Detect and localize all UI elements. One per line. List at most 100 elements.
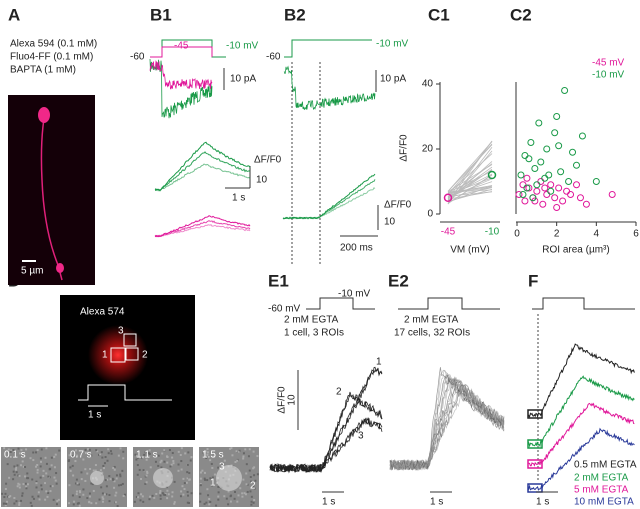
trace-label: 1	[376, 357, 382, 368]
noise	[37, 449, 39, 451]
noise	[162, 492, 164, 494]
trace	[283, 188, 375, 219]
noise	[43, 470, 45, 472]
noise	[236, 501, 238, 503]
noise	[80, 471, 82, 473]
noise	[55, 480, 57, 482]
time-scale: 1 s	[430, 497, 443, 508]
noise	[31, 505, 33, 507]
frame-time: 1.5 s	[202, 450, 224, 461]
noise	[257, 473, 259, 475]
point	[566, 179, 572, 185]
noise	[253, 474, 255, 476]
condition: 2 mM EGTA	[404, 315, 459, 326]
noise	[134, 501, 136, 503]
noise	[16, 471, 18, 473]
noise	[102, 465, 104, 467]
noise	[178, 464, 180, 466]
noise	[3, 496, 5, 498]
noise	[100, 469, 102, 471]
noise	[143, 469, 145, 471]
noise	[76, 491, 78, 493]
point	[556, 143, 562, 149]
noise	[58, 450, 60, 452]
noise	[217, 499, 219, 501]
roi-label: 2	[250, 481, 256, 492]
noise	[184, 482, 186, 484]
noise	[6, 501, 8, 503]
dye-label: Alexa 574	[80, 307, 125, 318]
noise	[181, 468, 183, 470]
x-tick-label: 4	[594, 229, 600, 240]
noise	[106, 485, 108, 487]
noise	[45, 472, 47, 474]
noise	[186, 482, 188, 484]
noise	[25, 483, 27, 485]
noise	[56, 500, 58, 502]
noise	[109, 500, 111, 502]
noise	[178, 451, 180, 453]
noise	[18, 475, 20, 477]
noise	[199, 501, 201, 503]
noise	[40, 457, 42, 459]
x-tick-label: 0	[514, 229, 520, 240]
noise	[110, 450, 112, 452]
point	[540, 201, 546, 207]
noise	[105, 456, 107, 458]
noise	[146, 475, 148, 477]
noise	[116, 474, 118, 476]
noise	[30, 457, 32, 459]
noise	[112, 467, 114, 469]
trace	[150, 61, 212, 89]
noise	[243, 452, 245, 454]
point	[562, 88, 568, 94]
noise	[163, 449, 165, 451]
noise	[241, 492, 243, 494]
legend-entry: -10 mV	[592, 70, 625, 81]
noise	[89, 493, 91, 495]
noise	[38, 491, 40, 493]
noise	[35, 451, 37, 453]
noise	[44, 499, 46, 501]
trace	[270, 418, 382, 472]
trace	[390, 385, 504, 470]
roi-label: 1	[102, 350, 108, 361]
point	[548, 188, 554, 194]
noise	[139, 499, 141, 501]
noise	[241, 496, 243, 498]
noise	[160, 461, 162, 463]
noise	[68, 484, 70, 486]
noise	[181, 485, 183, 487]
noise	[52, 485, 54, 487]
y-tick-label: 20	[422, 144, 434, 155]
noise	[117, 505, 119, 507]
noise	[163, 461, 165, 463]
noise	[158, 455, 160, 457]
time-scale: 1 s	[536, 497, 549, 508]
noise	[102, 496, 104, 498]
noise	[169, 449, 171, 451]
noise	[200, 484, 202, 486]
noise	[24, 466, 26, 468]
noise	[18, 502, 20, 504]
noise	[76, 493, 78, 495]
frames: 0.1 s 0.7 s 1.1 s 1.5 s31 2	[1, 447, 259, 507]
noise	[46, 463, 48, 465]
panel-label: B2	[284, 5, 306, 24]
noise	[215, 505, 217, 507]
legend-entry: 0.5 mM EGTA	[574, 460, 637, 471]
point	[542, 185, 548, 191]
noise	[79, 491, 81, 493]
noise	[186, 471, 188, 473]
point	[593, 179, 599, 185]
noise	[68, 502, 70, 504]
noise	[231, 454, 233, 456]
noise	[90, 502, 92, 504]
noise	[227, 503, 229, 505]
noise	[160, 495, 162, 497]
time-scale: 1 s	[322, 497, 335, 508]
noise	[187, 477, 189, 479]
trace	[390, 385, 504, 470]
noise	[188, 502, 190, 504]
noise	[51, 464, 53, 466]
